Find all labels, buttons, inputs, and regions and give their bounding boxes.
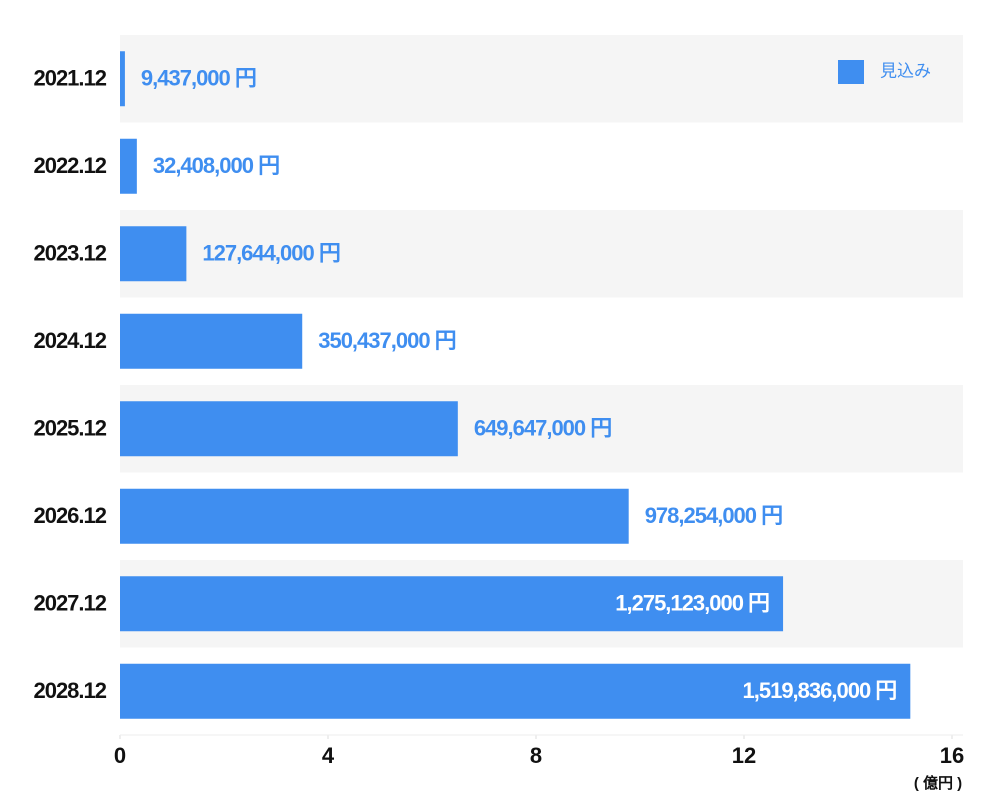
row-band xyxy=(120,35,963,123)
legend-label: 見込み xyxy=(880,61,931,80)
x-tick-label: 8 xyxy=(530,743,542,768)
x-tick-label: 16 xyxy=(940,743,964,768)
value-label: 127,644,000 円 xyxy=(202,241,339,266)
y-tick-label: 2025.12 xyxy=(33,416,106,441)
y-tick-label: 2023.12 xyxy=(33,241,106,266)
value-label: 649,647,000 円 xyxy=(474,416,611,441)
value-label: 1,519,836,000 円 xyxy=(743,678,897,703)
bar xyxy=(120,663,911,719)
x-tick-label: 12 xyxy=(732,743,756,768)
bar xyxy=(120,313,303,369)
y-tick-label: 2022.12 xyxy=(33,153,106,178)
y-tick-label: 2026.12 xyxy=(33,503,106,528)
value-label: 350,437,000 円 xyxy=(318,328,455,353)
legend-swatch xyxy=(838,60,864,84)
bar xyxy=(120,401,458,457)
bar xyxy=(120,488,629,544)
x-tick-label: 0 xyxy=(114,743,126,768)
value-label: 1,275,123,000 円 xyxy=(615,591,769,616)
value-label: 978,254,000 円 xyxy=(645,503,782,528)
y-tick-label: 2027.12 xyxy=(33,591,106,616)
axis-unit: ( 億円 ) xyxy=(914,774,962,792)
x-tick-label: 4 xyxy=(322,743,335,768)
value-label: 9,437,000 円 xyxy=(141,66,256,91)
bar xyxy=(120,51,125,107)
bar xyxy=(120,576,784,632)
y-tick-label: 2028.12 xyxy=(33,678,106,703)
bar xyxy=(120,138,137,194)
value-label: 32,408,000 円 xyxy=(153,153,279,178)
bar xyxy=(120,226,187,282)
y-tick-label: 2021.12 xyxy=(33,66,106,91)
y-tick-label: 2024.12 xyxy=(33,328,106,353)
row-band xyxy=(120,210,963,298)
